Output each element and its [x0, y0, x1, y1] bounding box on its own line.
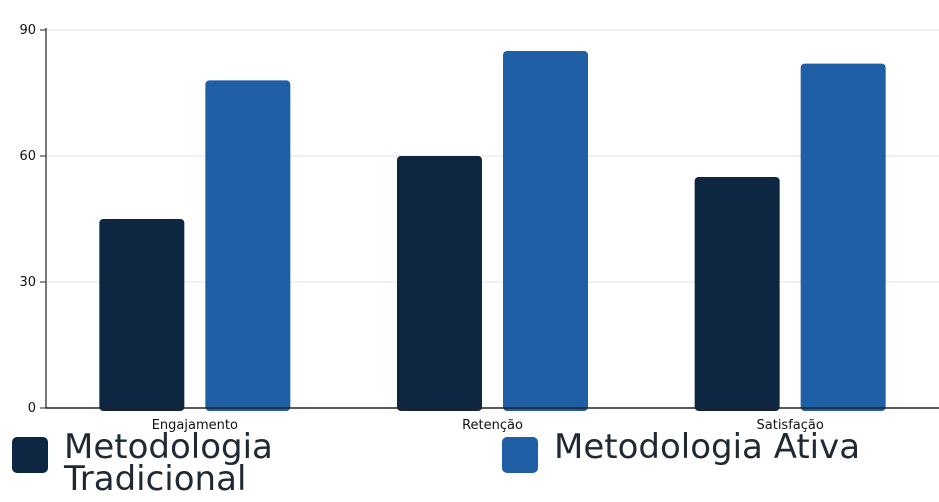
- y-tick-label: 30: [19, 275, 36, 290]
- y-tick-label: 90: [19, 23, 36, 38]
- legend-swatch-traditional: [12, 437, 48, 473]
- bar-active-1: [205, 80, 291, 412]
- x-tick-label: Satisfação: [757, 418, 824, 433]
- legend-label-traditional: Metodologia Tradicional: [64, 427, 273, 499]
- bar-active-3: [800, 63, 886, 411]
- bar-traditional-2: [397, 156, 482, 411]
- x-tick-label: Engajamento: [152, 418, 238, 433]
- y-tick-label: 60: [19, 149, 36, 164]
- bar-traditional-1: [99, 219, 185, 411]
- legend-swatch-active: [502, 437, 538, 473]
- legend-item-active: Metodologia Ativa: [502, 427, 861, 473]
- y-tick-label: 0: [28, 401, 36, 416]
- bar-active-2: [503, 51, 588, 411]
- legend-label-active: Metodologia Ativa: [554, 427, 861, 467]
- bar-traditional-3: [694, 177, 780, 411]
- x-tick-label: Retenção: [462, 418, 523, 433]
- legend-item-traditional: Metodologia Tradicional: [12, 427, 304, 499]
